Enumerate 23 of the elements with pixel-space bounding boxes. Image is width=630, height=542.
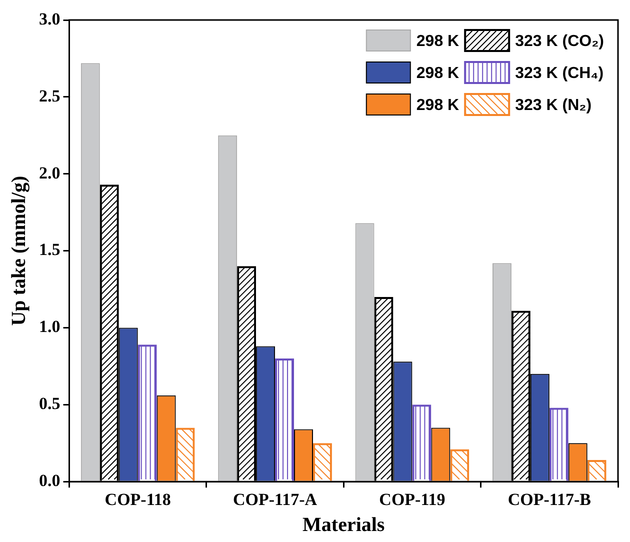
legend-label: 323 K (CH₄) (515, 64, 604, 82)
bar (412, 404, 432, 481)
y-tick-label: 2.0 (39, 163, 60, 182)
y-axis-title: Up take (mmol/g) (8, 176, 30, 326)
x-axis-title: Materials (302, 514, 385, 536)
bar (275, 358, 294, 481)
x-tick-label: COP-117-A (233, 490, 318, 510)
bar (138, 344, 157, 481)
legend-label: 323 K (CO₂) (515, 32, 604, 50)
x-tick-label: COP-119 (379, 490, 446, 510)
y-tick-label: 0.0 (39, 470, 60, 490)
y-tick-label: 2.5 (39, 86, 60, 106)
legend-label: 298 K (416, 32, 460, 50)
legend-label: 298 K (416, 96, 460, 114)
x-tick-label: COP-117-B (508, 490, 591, 510)
y-tick-label: 3.0 (39, 9, 60, 28)
x-tick-label: COP-118 (104, 490, 171, 510)
y-tick-label: 1.0 (39, 317, 60, 336)
legend-label: 323 K (N₂) (515, 96, 592, 114)
bar (549, 408, 568, 481)
y-tick-label: 1.5 (39, 240, 60, 260)
y-tick-label: 0.5 (39, 394, 60, 414)
legend-label: 298 K (416, 64, 460, 82)
